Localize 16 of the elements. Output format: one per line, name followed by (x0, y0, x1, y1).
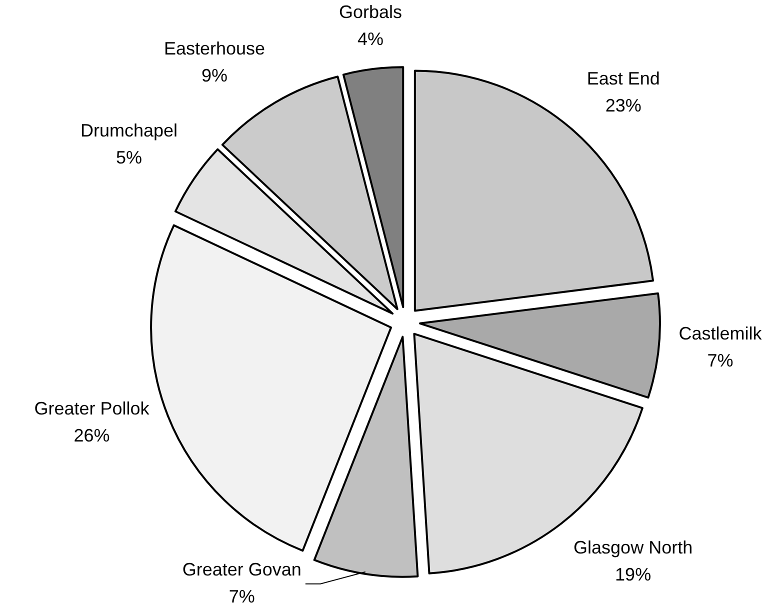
slice-label: Glasgow North (574, 537, 693, 558)
slice-label: Easterhouse (164, 38, 266, 58)
slice-label: Greater Pollok (34, 398, 150, 419)
data-label: 9% (201, 65, 228, 86)
slice-label: Greater Govan (182, 559, 302, 580)
data-label: 5% (116, 147, 142, 168)
slice-label: Gorbals (339, 2, 402, 22)
slice-label: East End (586, 68, 660, 89)
data-label: 4% (358, 29, 384, 50)
slice-label: Castlemilk (678, 323, 763, 344)
data-label: 26% (74, 426, 110, 446)
data-label: 23% (605, 96, 642, 116)
data-label: 19% (615, 564, 652, 584)
slice-label: Drumchapel (80, 120, 178, 140)
data-label: 7% (228, 586, 255, 606)
data-label: 7% (707, 350, 734, 370)
